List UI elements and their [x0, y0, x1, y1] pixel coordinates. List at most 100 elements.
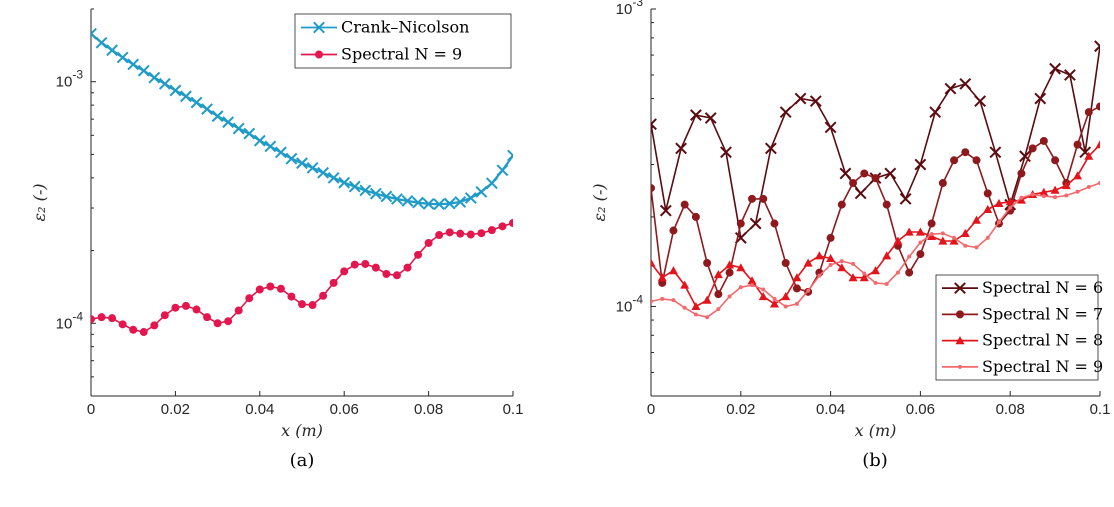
- series-4: [651, 181, 1100, 320]
- legend-marker: [955, 336, 965, 345]
- data-point: [702, 295, 712, 304]
- data-point: [669, 226, 678, 235]
- data-point: [974, 245, 979, 250]
- data-point: [509, 219, 513, 228]
- data-point: [704, 112, 717, 124]
- data-point: [972, 156, 981, 165]
- data-point: [938, 179, 947, 188]
- data-point: [264, 140, 277, 153]
- legend-label: Spectral N = 9: [341, 45, 462, 64]
- data-point: [1008, 205, 1013, 210]
- data-point: [1005, 197, 1015, 206]
- data-point: [95, 36, 108, 49]
- x-tick-label: 0.02: [161, 401, 190, 418]
- data-point: [944, 82, 957, 95]
- data-point: [660, 296, 665, 301]
- data-point: [1039, 136, 1048, 145]
- data-point: [882, 251, 892, 260]
- data-point: [689, 109, 702, 121]
- series-line: [651, 46, 1100, 240]
- data-point: [862, 271, 867, 276]
- data-point: [403, 263, 412, 272]
- data-point: [91, 27, 97, 40]
- data-point: [783, 304, 788, 309]
- data-point: [485, 177, 498, 190]
- data-point: [340, 267, 349, 276]
- data-point: [137, 64, 150, 77]
- data-point: [914, 158, 927, 171]
- data-point: [905, 268, 914, 277]
- data-point: [203, 313, 212, 322]
- legend-marker: [958, 364, 962, 369]
- data-point: [487, 226, 496, 235]
- data-point: [895, 270, 900, 275]
- data-point: [824, 121, 837, 134]
- data-point: [738, 285, 743, 290]
- data-point: [1028, 144, 1037, 153]
- data-point: [806, 288, 811, 293]
- data-point: [651, 184, 655, 193]
- data-point: [1053, 195, 1058, 200]
- data-point: [116, 51, 129, 64]
- chart-panel-1: 0 0.02 0.04 0.06 0.08 0.1 10-4 10-3 x (m) ε₂ (-) C…: [30, 8, 524, 471]
- data-point: [91, 315, 95, 324]
- data-point: [651, 258, 656, 267]
- data-point: [747, 276, 757, 285]
- legend-item: Spectral N = 8: [942, 331, 1103, 350]
- x-tick-label: 0.02: [726, 401, 755, 418]
- data-point: [391, 193, 403, 205]
- x-axis-label: x (m): [855, 421, 897, 440]
- data-point: [338, 176, 351, 189]
- data-point: [884, 281, 889, 286]
- data-point: [329, 278, 338, 287]
- data-point: [498, 222, 507, 231]
- legend-box: [294, 13, 512, 69]
- data-point: [693, 312, 698, 317]
- x-tick-label: 0: [87, 401, 95, 418]
- data-point: [680, 280, 690, 289]
- data-point: [350, 260, 359, 269]
- panel-caption: (a): [290, 450, 315, 471]
- data-point: [456, 229, 465, 238]
- legend-label: Spectral N = 6: [982, 278, 1103, 297]
- data-point: [382, 269, 391, 278]
- data-point: [848, 273, 858, 282]
- legend-item: Crank–Nicolson: [301, 18, 469, 37]
- data-point: [671, 298, 676, 303]
- data-point: [445, 228, 454, 237]
- data-point: [435, 230, 444, 239]
- x-tick-label: 0.06: [906, 401, 935, 418]
- data-point: [1086, 185, 1091, 190]
- data-point: [1034, 92, 1047, 105]
- data-point: [192, 305, 201, 314]
- data-point: [985, 235, 990, 240]
- chart-panel-2: 0 0.02 0.04 0.06 0.08 0.1 10-4 10-3 x (m) ε₂ (-) S…: [590, 0, 1110, 471]
- data-point: [884, 167, 897, 180]
- data-point: [158, 77, 171, 90]
- data-point: [475, 185, 488, 198]
- data-point: [127, 58, 140, 71]
- data-point: [727, 294, 732, 299]
- data-point: [854, 187, 867, 200]
- data-point: [118, 320, 127, 329]
- data-point: [106, 44, 119, 57]
- x-tick-label: 0.1: [503, 401, 524, 418]
- data-point: [139, 328, 148, 337]
- data-point: [97, 313, 106, 322]
- data-point: [705, 315, 710, 320]
- data-point: [952, 235, 957, 240]
- data-point: [276, 284, 285, 293]
- data-point: [1041, 194, 1046, 199]
- data-point: [443, 197, 456, 210]
- data-point: [736, 219, 745, 228]
- data-point: [359, 184, 372, 197]
- data-point: [873, 280, 878, 285]
- data-point: [781, 292, 791, 301]
- data-point: [839, 259, 844, 264]
- data-point: [433, 198, 446, 211]
- data-point: [414, 250, 423, 259]
- y-tick-label: 10-4: [56, 309, 84, 332]
- data-point: [150, 321, 159, 330]
- data-point: [348, 180, 361, 193]
- data-point: [1050, 185, 1060, 194]
